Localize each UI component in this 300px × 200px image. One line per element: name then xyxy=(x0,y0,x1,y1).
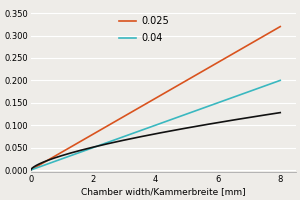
Line: 0.025: 0.025 xyxy=(31,27,280,170)
0.025 xyxy=(147,101,151,103)
0.025 xyxy=(233,51,237,54)
0.04 xyxy=(164,120,167,123)
0.04 xyxy=(278,79,282,82)
0.04 xyxy=(147,126,151,129)
0.04 xyxy=(272,81,276,84)
Legend: 0.025, 0.04: 0.025, 0.04 xyxy=(115,12,173,47)
Line: 0.04: 0.04 xyxy=(31,80,280,170)
0.025 xyxy=(164,91,167,94)
0.04 xyxy=(177,115,181,118)
0.025 xyxy=(272,29,276,31)
0.025 xyxy=(149,100,152,102)
0.04 xyxy=(149,126,152,128)
X-axis label: Chamber width/Kammerbreite [mm]: Chamber width/Kammerbreite [mm] xyxy=(81,187,246,196)
0.04 xyxy=(29,169,32,171)
0.025 xyxy=(29,169,32,171)
0.025 xyxy=(278,25,282,28)
0.04 xyxy=(233,95,237,98)
0.025 xyxy=(177,83,181,86)
